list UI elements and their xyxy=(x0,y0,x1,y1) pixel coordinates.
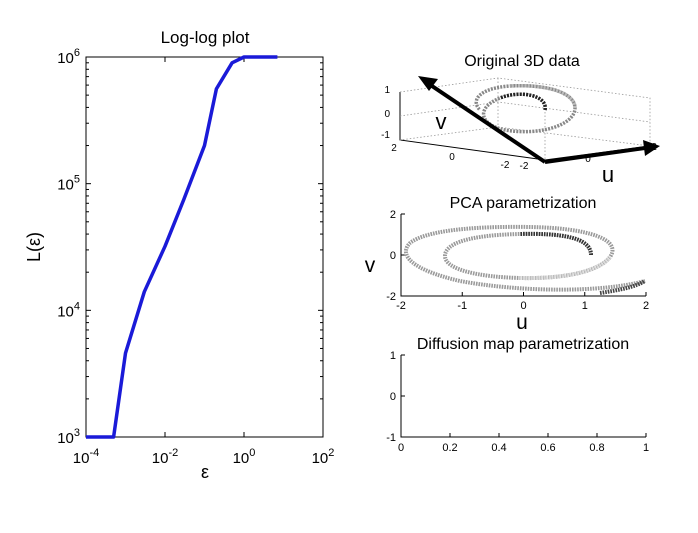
loglog-ylabel: L(ε) xyxy=(24,232,44,262)
u-axis-label-3d: u xyxy=(602,162,614,187)
loglog-xtick-label: 100 xyxy=(233,447,256,467)
v-arrow-shaft xyxy=(427,82,547,164)
loglog-title: Log-log plot xyxy=(161,28,250,47)
original-3d-panel: Original 3D data 1 0 -1 2 0 -2 -2 0 2 v … xyxy=(381,53,660,187)
loglog-ytick-label: 105 xyxy=(57,174,80,194)
loglog-ytick-label: 104 xyxy=(57,300,80,320)
tick-3d-x-0: 0 xyxy=(585,154,591,165)
pca-spiral-data xyxy=(403,224,647,295)
pca-xtick-label: -2 xyxy=(396,300,406,312)
pca-panel: PCA parametrization -2 -1 0 1 2 2 0 -2 v u xyxy=(365,195,649,334)
pca-xlabel: u xyxy=(516,311,528,334)
loglog-ticks: 10-4 10-2 100 102 103 104 105 106 xyxy=(57,47,334,467)
loglog-xlabel: ε xyxy=(201,462,209,482)
pca-xtick-label: 0 xyxy=(520,300,526,312)
diffusion-ytick-label: 0 xyxy=(390,391,396,403)
tick-3d-y-0: 0 xyxy=(384,109,390,120)
original-3d-title: Original 3D data xyxy=(464,53,580,70)
diffusion-title: Diffusion map parametrization xyxy=(417,336,629,353)
pca-ytick-label: 0 xyxy=(390,250,396,262)
loglog-xtick-label: 102 xyxy=(312,447,335,467)
loglog-xtick-label: 10-2 xyxy=(152,447,178,467)
pca-title: PCA parametrization xyxy=(450,195,597,212)
u-arrow-head xyxy=(643,140,660,156)
tick-3d-y-neg1: -1 xyxy=(381,130,390,141)
spiral-3d-data xyxy=(474,83,577,134)
pca-ylabel: v xyxy=(365,254,376,277)
diffusion-panel: Diffusion map parametrization 0 0.2 0.4 0.6… xyxy=(386,336,649,454)
diffusion-xtick-label: 1 xyxy=(643,442,649,454)
tick-3d-z-2: 2 xyxy=(391,143,397,154)
loglog-axes-frame xyxy=(85,56,324,438)
diffusion-ytick-label: 1 xyxy=(390,350,396,362)
tick-3d-z-neg2: -2 xyxy=(501,160,510,171)
tick-3d-z-0: 0 xyxy=(449,152,455,163)
diffusion-xtick-label: 0.2 xyxy=(442,442,457,454)
pca-ytick-label: 2 xyxy=(390,209,396,221)
pca-xtick-label: 1 xyxy=(582,300,588,312)
diffusion-ticks: 0 0.2 0.4 0.6 0.8 110-1 xyxy=(386,350,649,454)
v-axis-label-3d: v xyxy=(436,109,447,134)
pca-ticks: -2 -1 0 1 2 2 0 -2 xyxy=(386,209,649,312)
u-v-arrows xyxy=(418,76,660,164)
pca-xtick-label: 2 xyxy=(643,300,649,312)
tick-3d-y-1: 1 xyxy=(384,85,390,96)
loglog-series-line xyxy=(86,55,278,439)
v-arrow-head xyxy=(418,76,438,91)
tick-3d-x-neg2: -2 xyxy=(520,161,529,172)
diffusion-xtick-label: 0.4 xyxy=(491,442,506,454)
diffusion-ytick-label: -1 xyxy=(386,432,396,444)
diffusion-xtick-label: 0.6 xyxy=(540,442,555,454)
u-arrow-shaft xyxy=(544,146,646,164)
loglog-ytick-label: 103 xyxy=(57,427,80,447)
diffusion-xtick-label: 0.8 xyxy=(589,442,604,454)
loglog-panel: Log-log plot ε L(ε) 10-4 10-2 100 102 103 104… xyxy=(24,28,334,482)
diffusion-xtick-label: 0 xyxy=(398,442,404,454)
pca-xtick-label: -1 xyxy=(457,300,467,312)
loglog-ytick-label: 106 xyxy=(57,47,80,67)
loglog-xtick-label: 10-4 xyxy=(73,447,99,467)
pca-ytick-label: -2 xyxy=(386,291,396,303)
